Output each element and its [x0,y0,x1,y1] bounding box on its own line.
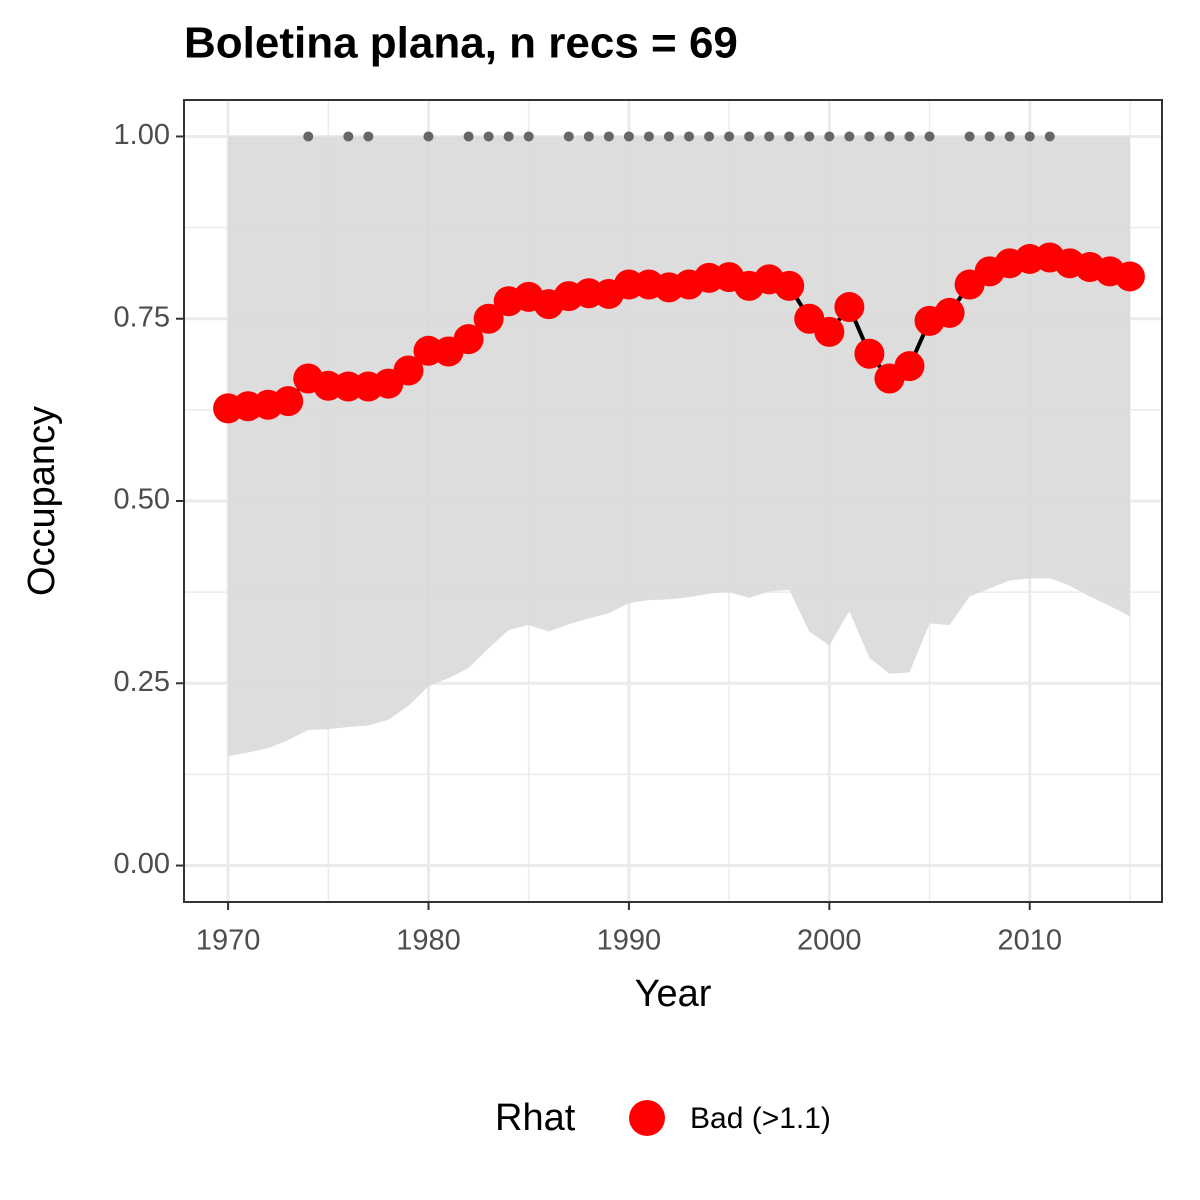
record-dot [884,131,895,142]
record-dot [744,131,755,142]
record-dot [1044,131,1055,142]
record-dot [463,131,474,142]
record-dot [663,131,674,142]
record-dot [684,131,695,142]
record-dot [603,131,614,142]
record-dot [984,131,995,142]
data-point [1114,261,1145,292]
record-dot [824,131,835,142]
record-dot [724,131,735,142]
record-dot [583,131,594,142]
x-tick-label: 1980 [396,925,461,957]
x-tick-label: 1970 [196,925,261,957]
x-tick-label: 1990 [597,925,662,957]
record-dot [924,131,935,142]
record-dot [904,131,915,142]
y-tick-label: 1.00 [114,119,170,151]
record-dot [844,131,855,142]
data-point [814,316,845,347]
legend-title: Rhat [495,1097,576,1139]
record-dot [303,131,314,142]
y-tick-label: 0.00 [114,848,170,880]
confidence-band [228,136,1130,757]
legend-key [629,1100,665,1136]
record-dot [643,131,654,142]
y-tick-label: 0.50 [114,484,170,516]
data-point [774,270,805,301]
data-point [834,292,865,323]
record-dot [623,131,634,142]
record-dot [423,131,434,142]
record-dot [1004,131,1015,142]
record-dot [764,131,775,142]
data-point [273,386,304,417]
record-dot [503,131,514,142]
x-axis-title: Year [635,973,712,1015]
record-dot [864,131,875,142]
data-point [894,351,925,382]
data-point [453,324,484,355]
record-dot [483,131,494,142]
x-tick-label: 2000 [797,925,862,957]
record-dot [964,131,975,142]
legend-label: Bad (>1.1) [690,1102,831,1135]
record-dot [343,131,354,142]
y-tick-label: 0.75 [114,301,170,333]
data-point [934,297,965,328]
record-dot [363,131,374,142]
record-dot [1024,131,1035,142]
x-tick-label: 2010 [997,925,1062,957]
data-point [393,355,424,386]
y-tick-label: 0.25 [114,666,170,698]
record-dot [784,131,795,142]
data-point [473,303,504,334]
record-dot [563,131,574,142]
record-dot [804,131,815,142]
data-point [854,338,885,369]
chart-title: Boletina plana, n recs = 69 [184,19,738,68]
y-axis-title: Occupancy [21,406,63,596]
record-dot [704,131,715,142]
record-dot [523,131,534,142]
